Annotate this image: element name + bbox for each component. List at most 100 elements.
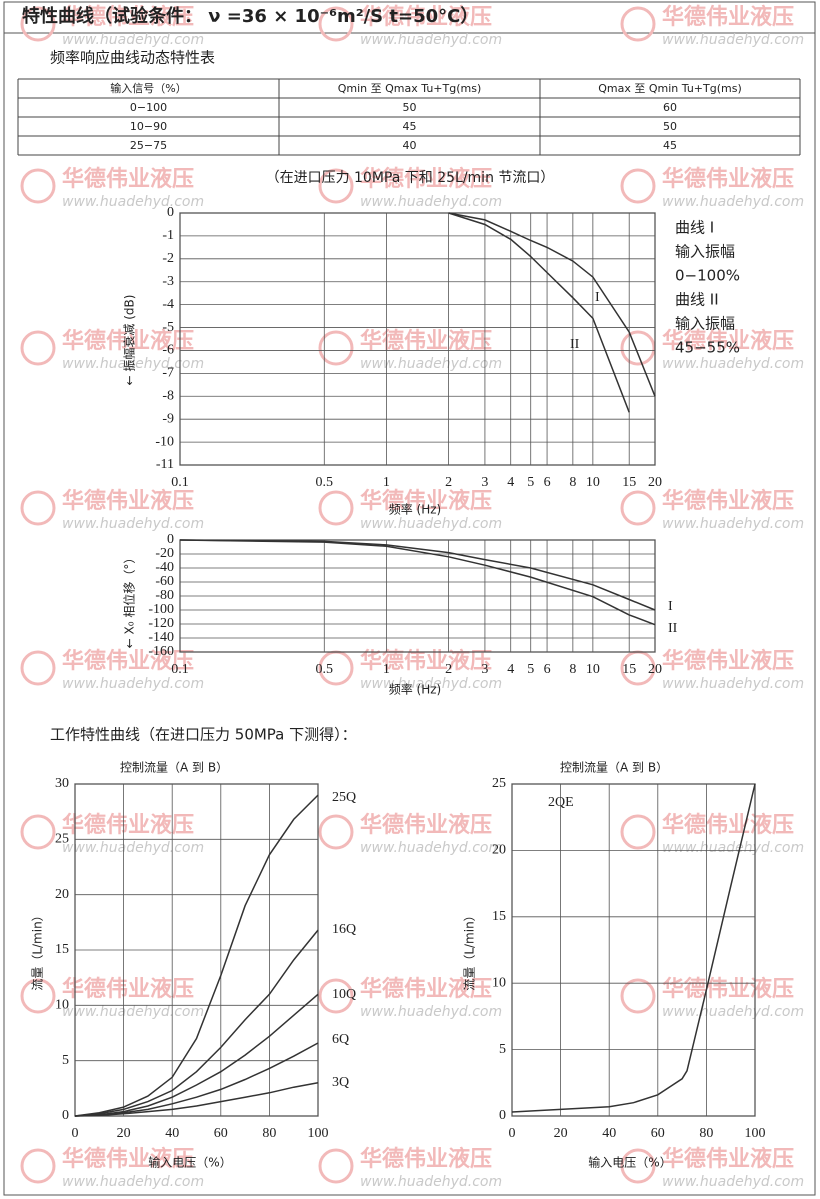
y-tick-label: 30 bbox=[55, 776, 69, 791]
watermark-url: www.huadehyd.com bbox=[662, 1004, 804, 1020]
watermark-name: 华德伟业液压 bbox=[360, 812, 492, 838]
y-tick-label: 0 bbox=[167, 532, 174, 547]
watermark-logo bbox=[318, 330, 354, 366]
y-tick-label: -2 bbox=[162, 251, 174, 266]
y-tick-label: -3 bbox=[162, 274, 174, 289]
y-tick-label: 25 bbox=[55, 832, 69, 847]
watermark-logo bbox=[318, 168, 354, 204]
x-tick-label: 6 bbox=[544, 662, 551, 677]
x-tick-label: 60 bbox=[651, 1126, 665, 1141]
table-header: 输入信号（%） bbox=[110, 81, 186, 95]
y-tick-label: 15 bbox=[55, 942, 69, 957]
watermark-name: 华德伟业液压 bbox=[662, 328, 794, 354]
x-axis-label: 频率 (Hz) bbox=[389, 502, 442, 517]
x-tick-label: 0 bbox=[509, 1126, 516, 1141]
x-tick-label: 6 bbox=[544, 475, 551, 490]
x-tick-label: 20 bbox=[117, 1126, 131, 1141]
watermark-name: 华德伟业液压 bbox=[62, 648, 194, 674]
x-tick-label: 60 bbox=[214, 1126, 228, 1141]
watermark-name: 华德伟业液压 bbox=[662, 812, 794, 838]
y-tick-label: 20 bbox=[55, 887, 69, 902]
x-tick-label: 2 bbox=[445, 662, 452, 677]
watermarks: 华德伟业液压 www.huadehyd.com 华德伟业液压 www.huadehyd… bbox=[20, 4, 804, 1190]
watermark-name: 华德伟业液压 bbox=[662, 4, 794, 30]
x-tick-label: 80 bbox=[262, 1126, 276, 1141]
series-label: 2QE bbox=[548, 795, 574, 810]
y-axis-label: 流量（L/min） bbox=[31, 909, 45, 990]
series-label: II bbox=[570, 337, 580, 352]
watermark-logo bbox=[20, 6, 56, 42]
y-axis-label: 流量（L/min） bbox=[463, 909, 477, 990]
watermark-url: www.huadehyd.com bbox=[360, 516, 502, 532]
chart-note: 输入振幅 bbox=[675, 243, 735, 261]
x-tick-label: 0.5 bbox=[316, 662, 334, 677]
series-label: 3Q bbox=[332, 1075, 349, 1090]
y-tick-label: -60 bbox=[155, 574, 174, 589]
watermark-url: www.huadehyd.com bbox=[360, 32, 502, 48]
watermark-name: 华德伟业液压 bbox=[360, 1146, 492, 1172]
y-axis-label: ← X₀ 相位移（°） bbox=[122, 552, 137, 649]
table-header: Qmin 至 Qmax Tu+Tg(ms) bbox=[338, 82, 481, 95]
watermark-name: 华德伟业液压 bbox=[360, 976, 492, 1002]
series-label: 16Q bbox=[332, 922, 356, 937]
y-tick-label: -80 bbox=[155, 588, 174, 603]
series-line bbox=[74, 929, 319, 1117]
watermark-url: www.huadehyd.com bbox=[662, 194, 804, 210]
table-cell: 50 bbox=[663, 120, 677, 133]
y-tick-label: 20 bbox=[492, 843, 506, 858]
y-tick-label: 10 bbox=[492, 975, 506, 990]
y-tick-label: -40 bbox=[155, 560, 174, 575]
series-label: II bbox=[668, 621, 678, 636]
chart-title: （在进口压力 10MPa 下和 25L/min 节流口） bbox=[266, 170, 555, 186]
y-tick-label: 25 bbox=[492, 776, 506, 791]
watermark-logo bbox=[20, 1148, 56, 1184]
watermark-url: www.huadehyd.com bbox=[62, 840, 204, 856]
y-tick-label: -8 bbox=[162, 388, 174, 403]
watermark-logo bbox=[620, 6, 656, 42]
x-tick-label: 0.5 bbox=[316, 475, 334, 490]
watermark-name: 华德伟业液压 bbox=[662, 648, 794, 674]
watermark-logo bbox=[318, 1148, 354, 1184]
watermark-logo bbox=[620, 1148, 656, 1184]
watermark-logo bbox=[20, 490, 56, 526]
y-tick-label: -100 bbox=[148, 602, 174, 617]
page-title: 特性曲线（试验条件： ν =36 × 10⁻⁶m²/S t=50°C） bbox=[22, 5, 478, 27]
watermark-url: www.huadehyd.com bbox=[360, 194, 502, 210]
watermark-name: 华德伟业液压 bbox=[662, 488, 794, 514]
watermark-url: www.huadehyd.com bbox=[360, 356, 502, 372]
x-tick-label: 0.1 bbox=[171, 662, 189, 677]
chart: 0 5 10 15 20 25 0 20 40 60 80 100 2QE 控制流量（A 到 B） 输入电压… bbox=[463, 761, 766, 1170]
series-line bbox=[179, 539, 656, 611]
watermark-name: 华德伟业液压 bbox=[62, 812, 194, 838]
x-tick-label: 20 bbox=[554, 1126, 568, 1141]
chart-note: 曲线 I bbox=[675, 219, 714, 237]
watermark-url: www.huadehyd.com bbox=[662, 516, 804, 532]
y-tick-label: -4 bbox=[162, 297, 174, 312]
y-tick-label: 15 bbox=[492, 909, 506, 924]
y-tick-label: -5 bbox=[162, 320, 174, 335]
table-cell: 45 bbox=[663, 139, 677, 152]
x-tick-label: 0.1 bbox=[171, 475, 189, 490]
chart: 0 -1 -2 -3 -4 -5 -6 -7 -8 -9 -10 -11 0.1 0.5 1 2 3 4 5 6 8 10… bbox=[122, 170, 741, 517]
watermark-name: 华德伟业液压 bbox=[62, 328, 194, 354]
watermark-name: 华德伟业液压 bbox=[662, 1146, 794, 1172]
x-tick-label: 100 bbox=[745, 1126, 766, 1141]
watermark-name: 华德伟业液压 bbox=[360, 4, 492, 30]
series-line bbox=[511, 783, 756, 1113]
x-tick-label: 15 bbox=[622, 475, 636, 490]
watermark-url: www.huadehyd.com bbox=[62, 1004, 204, 1020]
watermark-logo bbox=[318, 814, 354, 850]
watermark-logo bbox=[620, 330, 656, 366]
watermark-logo bbox=[20, 814, 56, 850]
table: 输入信号（%） Qmin 至 Qmax Tu+Tg(ms) Qmax 至 Qmin … bbox=[17, 78, 801, 156]
watermark-logo bbox=[20, 650, 56, 686]
watermark-url: www.huadehyd.com bbox=[62, 516, 204, 532]
series-line bbox=[74, 1082, 319, 1117]
y-tick-label: -160 bbox=[148, 644, 174, 659]
watermark-logo bbox=[620, 490, 656, 526]
watermark-name: 华德伟业液压 bbox=[662, 976, 794, 1002]
y-tick-label: -10 bbox=[155, 434, 174, 449]
table-cell: 10−90 bbox=[130, 120, 167, 133]
series-line bbox=[74, 794, 319, 1117]
section-title: 工作特性曲线（在进口压力 50MPa 下测得）： bbox=[50, 726, 357, 744]
